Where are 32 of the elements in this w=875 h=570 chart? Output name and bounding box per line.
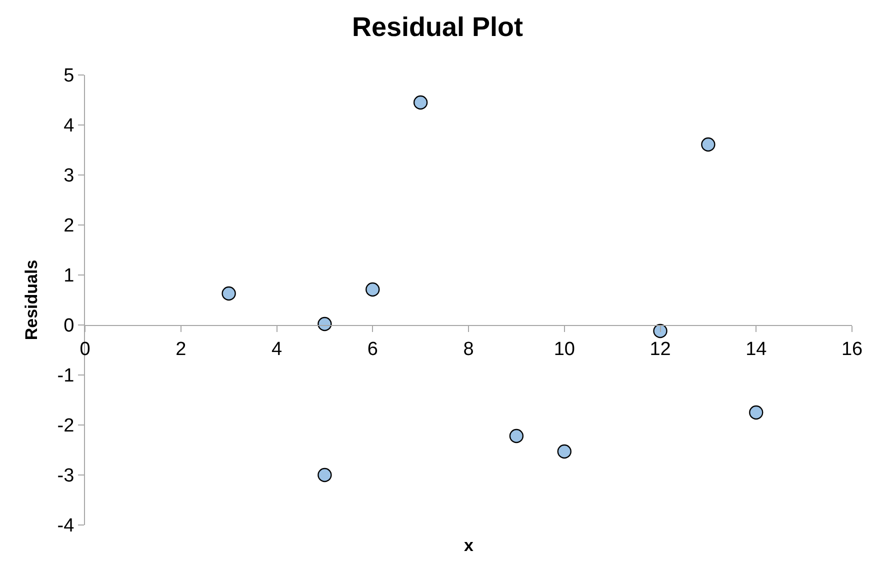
- x-tick-label: 2: [176, 338, 186, 360]
- point: [557, 444, 572, 459]
- y-tick-label: 0: [64, 316, 74, 337]
- x-axis-title: x: [464, 536, 474, 555]
- x-tick-label: 16: [841, 338, 863, 360]
- point: [222, 286, 236, 301]
- point: [653, 324, 668, 338]
- point: [413, 95, 428, 110]
- y-tick-label: 5: [64, 66, 74, 87]
- y-tick-label: 4: [64, 116, 75, 137]
- y-tick-label: 3: [64, 166, 74, 187]
- y-tick-label: -3: [57, 466, 74, 487]
- x-tick-label: 10: [554, 338, 575, 360]
- y-tick-label: -1: [57, 366, 74, 387]
- point: [318, 468, 332, 482]
- chart-title: Residual Plot: [352, 12, 524, 42]
- x-tick-label: 4: [271, 338, 282, 360]
- x-tick-label: 14: [746, 338, 768, 360]
- x-tick-label: 12: [650, 338, 671, 360]
- point: [701, 137, 716, 152]
- x-tick-label: 8: [463, 338, 474, 360]
- y-tick-label: -4: [57, 516, 75, 537]
- y-axis-title: Residuals: [22, 260, 41, 340]
- y-tick-label: -2: [57, 416, 74, 437]
- y-tick-label: 2: [64, 216, 74, 237]
- y-tick-label: 1: [64, 266, 74, 287]
- x-tick-label: 0: [80, 338, 90, 360]
- point: [366, 282, 380, 297]
- x-tick-label: 6: [367, 338, 378, 360]
- point: [509, 428, 524, 444]
- point: [318, 316, 332, 332]
- point: [749, 405, 764, 420]
